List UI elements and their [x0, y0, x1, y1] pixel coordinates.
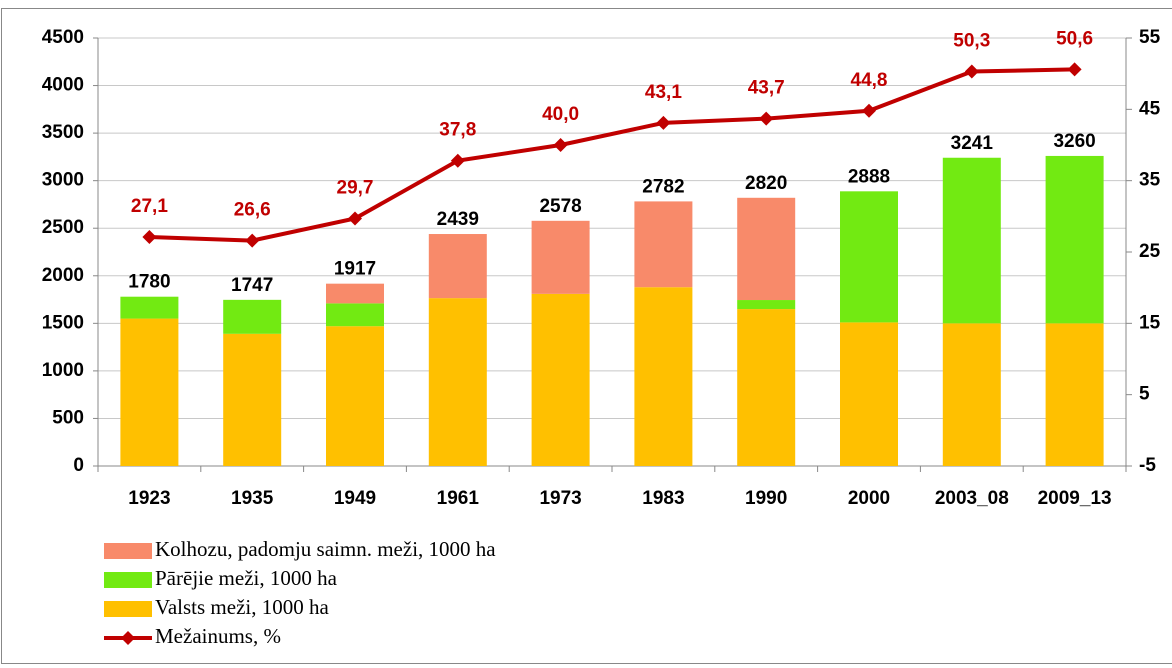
legend-label: Mežainums, % [155, 624, 281, 648]
bar-segment [223, 299, 282, 334]
legend-swatch [104, 543, 152, 559]
bar-segment [326, 303, 384, 327]
x-tick-label: 1923 [128, 488, 170, 509]
data-label: 37,8 [439, 120, 476, 141]
line-marker [759, 111, 774, 126]
bar-segment [531, 293, 590, 466]
total-label: 2439 [437, 209, 479, 230]
bar-segment [1045, 155, 1104, 324]
data-label: 43,1 [645, 82, 682, 103]
x-tick-label: 1983 [642, 488, 684, 509]
bar-segment [1045, 323, 1104, 466]
bar-segment [120, 318, 179, 466]
total-label: 2820 [745, 173, 787, 194]
line-marker [656, 115, 671, 130]
bar-segment [840, 191, 898, 323]
y-tick-label: 4000 [42, 75, 84, 96]
x-tick-label: 1961 [437, 488, 480, 509]
bar-segment [737, 197, 796, 301]
y2-tick-label: 45 [1139, 98, 1161, 119]
line-marker [348, 211, 362, 226]
bar-segment [634, 201, 693, 288]
bar-segment [120, 296, 179, 319]
y-tick-label: 0 [73, 455, 84, 476]
y-tick-label: 2000 [42, 265, 84, 286]
bar-segment [942, 157, 1001, 324]
data-label: 50,6 [1056, 28, 1093, 49]
total-label: 3260 [1053, 131, 1095, 152]
bar-segment [942, 323, 1001, 466]
bar-segment [428, 298, 487, 466]
total-label: 2578 [539, 196, 581, 217]
data-label: 27,1 [131, 196, 168, 217]
line-marker [862, 103, 876, 118]
x-tick-label: 1935 [231, 488, 274, 509]
data-label: 43,7 [748, 78, 785, 99]
total-label: 2888 [848, 166, 890, 187]
y-tick-label: 3500 [42, 122, 84, 143]
legend-label: Pārējie meži, 1000 ha [155, 566, 338, 590]
line-marker [450, 153, 465, 168]
bar-segment [326, 283, 384, 304]
legend-label: Valsts meži, 1000 ha [155, 595, 329, 619]
x-tick-label: 2009_13 [1038, 488, 1112, 509]
y2-tick-label: 35 [1139, 170, 1161, 191]
bar-segment [428, 234, 487, 299]
bar-segment [737, 309, 796, 466]
line-marker [964, 64, 979, 79]
y-tick-label: 1000 [42, 360, 84, 381]
total-label: 2782 [642, 176, 684, 197]
x-tick-label: 1973 [539, 488, 581, 509]
total-label: 1917 [334, 259, 376, 280]
bar-segment [737, 300, 796, 310]
total-label: 1780 [128, 272, 170, 293]
x-tick-label: 1949 [334, 488, 376, 509]
bar-segment [531, 220, 590, 294]
y-tick-label: 4500 [42, 27, 84, 48]
line-marker [1067, 62, 1082, 77]
x-tick-label: 2003_08 [935, 488, 1009, 509]
y2-tick-label: 55 [1139, 27, 1161, 48]
y2-tick-label: 5 [1139, 384, 1150, 405]
y-tick-label: 1500 [42, 312, 84, 333]
x-tick-label: 2000 [848, 488, 890, 509]
bar-segment [634, 287, 693, 466]
legend-marker [121, 631, 135, 645]
line-marker [245, 233, 260, 248]
bar-segment [326, 326, 384, 466]
y-tick-label: 500 [52, 407, 84, 428]
line-marker [142, 230, 157, 245]
line-marker [553, 138, 568, 152]
data-label: 26,6 [234, 200, 271, 221]
y2-tick-label: 15 [1139, 312, 1161, 333]
total-label: 3241 [951, 133, 994, 154]
line [149, 67, 1075, 243]
legend-swatch [104, 572, 152, 588]
legend-label: Kolhozu, padomju saimn. meži, 1000 ha [155, 537, 496, 561]
total-label: 1747 [231, 275, 273, 296]
bar-segment [223, 333, 282, 466]
legend-swatch [104, 601, 152, 617]
bar-segment [840, 322, 898, 466]
y-tick-label: 3000 [42, 170, 84, 191]
data-label: 29,7 [337, 177, 374, 198]
y-tick-label: 2500 [42, 217, 84, 238]
data-label: 40,0 [542, 104, 579, 125]
y2-tick-label: 25 [1139, 241, 1161, 262]
data-label: 44,8 [851, 70, 888, 91]
data-label: 50,3 [953, 31, 990, 52]
x-tick-label: 1990 [745, 488, 787, 509]
y2-tick-label: -5 [1139, 455, 1156, 476]
